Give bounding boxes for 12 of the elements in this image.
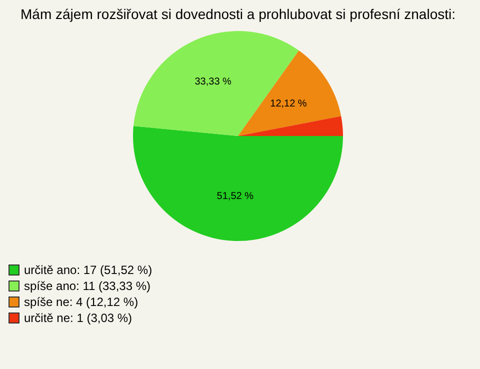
data-label: 12,12 % <box>270 98 307 110</box>
chart-title: Mám zájem rozšiřovat si dovednosti a prohlubovat si profesní znalosti: <box>20 6 456 22</box>
pie-slice <box>238 116 343 136</box>
pie-slice <box>133 126 343 241</box>
data-label: 51,52 % <box>216 190 254 202</box>
pie-slice <box>238 50 342 136</box>
data-label: 33,33 % <box>194 76 232 88</box>
legend-label: určitě ano: 17 (51,52 %) <box>24 263 152 277</box>
legend-label: určitě ne: 1 (3,03 %) <box>24 311 132 325</box>
legend-label: spíše ne: 4 (12,12 %) <box>24 295 138 309</box>
legend-label: spíše ano: 11 (33,33 %) <box>24 279 151 293</box>
pie-slice <box>133 31 299 136</box>
